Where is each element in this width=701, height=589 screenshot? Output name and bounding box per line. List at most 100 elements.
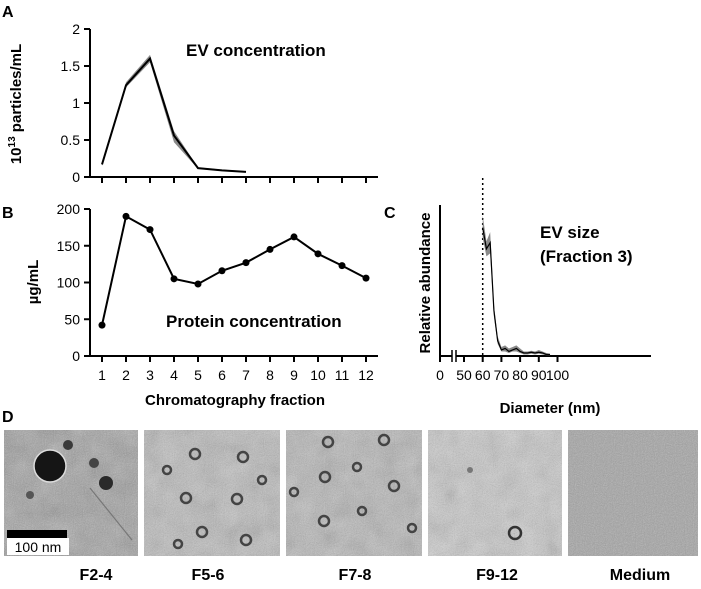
tem-filament bbox=[89, 487, 133, 541]
chart-b-xtick-label: 5 bbox=[194, 367, 202, 383]
tem-vesicle bbox=[507, 525, 523, 541]
panel-letter-c: C bbox=[384, 205, 396, 222]
tem-label-f5-6: F5-6 bbox=[192, 567, 225, 584]
tem-vesicle bbox=[179, 491, 193, 505]
tem-vesicle bbox=[230, 492, 244, 506]
tem-large-vesicle bbox=[33, 449, 67, 483]
chart-c-xtick-label: 0 bbox=[436, 367, 444, 383]
chart-b-xtick-label: 4 bbox=[170, 367, 178, 383]
chart-c-title-line1: EV size bbox=[540, 223, 600, 242]
chart-c-xtick-label: 70 bbox=[494, 367, 510, 383]
chart-c-xtick-label: 80 bbox=[512, 367, 528, 383]
tem-image-medium-grain bbox=[568, 430, 698, 556]
chart-b-point bbox=[242, 259, 250, 267]
tem-vesicle bbox=[356, 505, 368, 517]
tem-vesicle bbox=[351, 461, 363, 473]
chart-b-points bbox=[98, 212, 370, 329]
chart-c-ylabel: Relative abundance bbox=[417, 213, 434, 354]
tem-particle bbox=[99, 476, 113, 490]
chart-b-point bbox=[338, 262, 346, 270]
chart-b-series-line bbox=[101, 214, 367, 326]
chart-b-xtick-label: 12 bbox=[358, 367, 374, 383]
chart-b-point bbox=[290, 233, 298, 241]
chart-b-ytick-label: 150 bbox=[57, 238, 81, 254]
tem-vesicle bbox=[236, 450, 250, 464]
chart-c-xlabel: Diameter (nm) bbox=[500, 400, 601, 417]
panel-b: B Protein concentration µg/mL Chromatogr… bbox=[2, 201, 378, 409]
chart-b-point bbox=[122, 212, 130, 220]
panel-letter-d: D bbox=[2, 409, 14, 426]
chart-b-xtick-label: 11 bbox=[335, 367, 350, 383]
chart-b-xtick-label: 1 bbox=[98, 367, 106, 383]
tem-label-f7-8: F7-8 bbox=[339, 567, 372, 584]
chart-b-point bbox=[218, 267, 226, 275]
chart-b-xtick-label: 3 bbox=[146, 367, 154, 383]
chart-b-point bbox=[146, 226, 154, 234]
tem-vesicle bbox=[188, 447, 202, 461]
chart-b-point bbox=[362, 274, 370, 282]
tem-image-f7-8 bbox=[286, 430, 422, 556]
chart-b-xtick-label: 6 bbox=[218, 367, 226, 383]
scale-bar-label: 100 nm bbox=[15, 539, 62, 555]
chart-c-xtick-label: 100 bbox=[546, 367, 570, 383]
panel-c: C EV size (Fraction 3) Relative abundanc… bbox=[384, 178, 651, 417]
chart-a-ylabel-rest: particles/mL bbox=[8, 44, 25, 137]
tem-label-f2-4: F2-4 bbox=[80, 567, 113, 584]
tem-particle bbox=[89, 458, 99, 468]
tem-vesicle bbox=[387, 479, 401, 493]
chart-c-ticks: 0 50 60 70 80 90 100 bbox=[436, 356, 569, 383]
tem-vesicles bbox=[161, 447, 268, 550]
tem-vesicle bbox=[288, 486, 300, 498]
chart-a-title: EV concentration bbox=[186, 41, 326, 60]
tem-image-f7-8-grain bbox=[286, 430, 422, 556]
tem-particle bbox=[26, 491, 34, 499]
chart-b-xlabel: Chromatography fraction bbox=[145, 392, 325, 409]
tem-image-f9-12-grain bbox=[428, 430, 562, 556]
chart-b-point bbox=[98, 321, 106, 329]
tem-label-f9-12: F9-12 bbox=[476, 567, 518, 584]
panel-letter-a: A bbox=[2, 4, 14, 21]
chart-a-error-band bbox=[102, 54, 246, 173]
tem-vesicle bbox=[317, 514, 331, 528]
chart-a-ytick-label: 0.5 bbox=[61, 132, 81, 148]
chart-a-ticks: 0 0.5 1 1.5 2 bbox=[61, 21, 367, 185]
chart-c-xtick-label: 90 bbox=[531, 367, 547, 383]
chart-a-series-line bbox=[101, 56, 247, 173]
chart-b-xtick-label: 8 bbox=[266, 367, 274, 383]
chart-b-ytick-label: 200 bbox=[57, 201, 81, 217]
chart-b-ytick-label: 50 bbox=[64, 311, 80, 327]
tem-vesicle bbox=[318, 470, 332, 484]
chart-b-point bbox=[194, 280, 202, 288]
chart-a-ylabel-base: 10 bbox=[8, 147, 25, 164]
chart-b-ytick-label: 100 bbox=[57, 275, 81, 291]
tem-vesicle bbox=[195, 525, 209, 539]
tem-image-f2-4: 100 nm bbox=[4, 430, 138, 556]
chart-b-point bbox=[170, 275, 178, 283]
chart-b-title: Protein concentration bbox=[166, 312, 342, 331]
chart-a-ytick-label: 2 bbox=[72, 21, 80, 37]
chart-a-ylabel: 1013 particles/mL bbox=[7, 44, 25, 164]
tem-vesicle bbox=[256, 474, 268, 486]
panel-letter-b: B bbox=[2, 205, 14, 222]
scale-bar-label-bg bbox=[7, 538, 69, 555]
chart-c-series-line bbox=[482, 227, 551, 356]
chart-b-xtick-label: 10 bbox=[310, 367, 326, 383]
tem-image-f5-6 bbox=[144, 430, 280, 556]
tem-image-f9-12 bbox=[428, 430, 562, 556]
tem-label-medium: Medium bbox=[610, 567, 670, 584]
panel-d: D 100 nm bbox=[2, 409, 698, 584]
chart-b-xtick-label: 7 bbox=[242, 367, 250, 383]
tem-particle bbox=[63, 440, 73, 450]
chart-b-point bbox=[314, 250, 322, 258]
chart-b-xtick-label: 2 bbox=[122, 367, 130, 383]
chart-b-ylabel: µg/mL bbox=[25, 260, 42, 304]
tem-vesicle bbox=[406, 522, 418, 534]
chart-a-ytick-label: 1 bbox=[72, 95, 80, 111]
chart-c-xtick-label: 50 bbox=[456, 367, 472, 383]
chart-a-ytick-label: 0 bbox=[72, 169, 80, 185]
chart-c-title-line2: (Fraction 3) bbox=[540, 247, 633, 266]
tem-vesicle bbox=[239, 533, 253, 547]
tem-vesicle bbox=[172, 538, 184, 550]
tem-vesicles bbox=[288, 433, 418, 534]
